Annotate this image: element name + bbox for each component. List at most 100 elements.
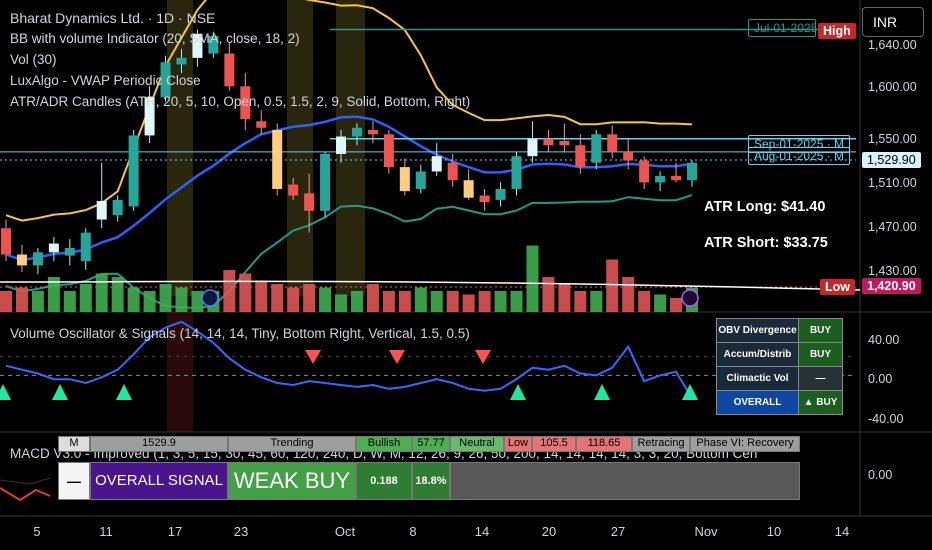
- volume-bar: [255, 280, 268, 312]
- volume-bar: [590, 291, 603, 312]
- buy-signal-arrow: [682, 384, 698, 400]
- high-label: High: [818, 23, 856, 39]
- x-tick: 11: [99, 524, 113, 539]
- volume-bar: [159, 284, 172, 312]
- candle-body: [463, 180, 474, 198]
- volume-bar: [430, 291, 443, 312]
- volume-bar: [366, 284, 379, 312]
- buy-signal-arrow: [510, 384, 526, 400]
- candle-body: [16, 254, 27, 266]
- indicator-atr[interactable]: ATR/ADR Candles (ATR, 20, 5, 10, Open, 0…: [10, 94, 471, 109]
- candle-body: [128, 135, 139, 207]
- price-tick: 1,510.00: [868, 176, 917, 190]
- candle-body: [399, 167, 410, 192]
- signal-value: BUY: [798, 342, 843, 367]
- x-tick: 14: [474, 524, 490, 539]
- last-price-tag: 1,529.90: [862, 152, 921, 168]
- volume-bar: [111, 277, 124, 312]
- volume-bar: [47, 277, 60, 312]
- signal-value: ▲ BUY: [798, 390, 843, 415]
- price-tick: 1,640.00: [868, 38, 917, 52]
- signal-table: OBV Divergence BUY Accum/Distrib BUY Clima…: [716, 318, 843, 415]
- volume-bar: [303, 284, 316, 312]
- volume-bar: [143, 291, 156, 312]
- x-tick: 10: [766, 524, 782, 539]
- x-tick: 17: [167, 524, 183, 539]
- volume-bar: [606, 259, 619, 312]
- buy-signal-arrow: [116, 384, 132, 400]
- macd-cell: 57.77: [412, 436, 450, 452]
- macd-signal-line: [0, 477, 51, 485]
- volume-bar: [31, 291, 44, 312]
- macd-cell: Low: [504, 436, 532, 452]
- candle-body: [176, 57, 187, 65]
- volume-bar: [191, 291, 204, 312]
- volume-bar: [239, 273, 252, 312]
- volume-bar: [223, 270, 236, 312]
- x-tick: 23: [233, 524, 249, 539]
- candle-body: [32, 252, 43, 266]
- volume-bar: [510, 291, 523, 312]
- volume-bar: [494, 291, 507, 312]
- volume-bar: [638, 291, 651, 312]
- price-tick: 1,550.00: [868, 132, 917, 146]
- candle-body: [495, 188, 506, 200]
- signal-label: Climactic Vol: [716, 366, 799, 391]
- volume-bar: [542, 277, 555, 312]
- osc-tick: -40.00: [868, 412, 904, 426]
- currency-button[interactable]: INR: [862, 7, 924, 37]
- volume-bar: [63, 291, 76, 312]
- macd-cell: 105.5: [532, 436, 576, 452]
- dividend-icon: [201, 289, 219, 307]
- weak-buy-signal: WEAK BUY: [228, 462, 356, 500]
- volume-bar: [79, 284, 92, 312]
- volume-bar: [622, 277, 635, 312]
- candle-body: [336, 136, 347, 154]
- macd-cell: M: [58, 436, 90, 452]
- macd-cell: Retracing: [632, 436, 690, 452]
- osc-highlight-band: [167, 312, 193, 432]
- price-tick: 1,470.00: [868, 220, 917, 234]
- candle-body: [64, 247, 75, 256]
- buy-signal-arrow: [0, 384, 11, 400]
- indicator-vol[interactable]: Vol (30): [10, 52, 57, 67]
- x-tick: Oct: [334, 524, 356, 539]
- volume-bar: [398, 291, 411, 312]
- volume-ma-line: [0, 280, 861, 291]
- candle-body: [575, 145, 586, 168]
- symbol-title[interactable]: Bharat Dynamics Ltd. · 1D · NSE: [10, 10, 216, 26]
- volume-bar: [287, 287, 300, 312]
- candle-body: [671, 175, 682, 181]
- candle-body: [1, 228, 11, 255]
- volume-bar: [319, 287, 332, 312]
- candle-body: [192, 33, 203, 58]
- candle-body: [591, 134, 602, 163]
- macd-cell: Phase VI: Recovery: [690, 436, 800, 452]
- candle-body: [383, 134, 394, 168]
- candle-body: [80, 232, 91, 262]
- sell-signal-arrow: [389, 350, 405, 364]
- indicator-vwap[interactable]: LuxAlgo - VWAP Periodic Close: [10, 73, 201, 88]
- candle-body: [112, 199, 123, 216]
- volume-bar: [175, 287, 188, 312]
- candle-body: [304, 193, 315, 211]
- indicator-bb[interactable]: BB with volume Indicator (20, SMA, close…: [10, 31, 300, 46]
- atr-short-label: ATR Short: $33.75: [704, 235, 828, 251]
- candle-body: [96, 200, 107, 220]
- volume-bar: [526, 245, 539, 312]
- volume-bar: [127, 287, 140, 312]
- volume-bar: [335, 294, 348, 312]
- volume-bar: [446, 291, 459, 312]
- candle-body: [208, 36, 219, 54]
- sell-signal-arrow: [305, 350, 321, 364]
- candle-body: [447, 162, 458, 181]
- candle-body: [511, 156, 522, 189]
- candle-body: [639, 160, 650, 183]
- macd-line: [0, 487, 51, 502]
- oscillator-title[interactable]: Volume Oscillator & Signals (14, 14, 14,…: [10, 326, 470, 341]
- candle-body: [559, 140, 570, 146]
- candle-body: [224, 53, 235, 87]
- macd-cell: Bullish: [356, 436, 412, 452]
- volume-bar: [462, 294, 475, 312]
